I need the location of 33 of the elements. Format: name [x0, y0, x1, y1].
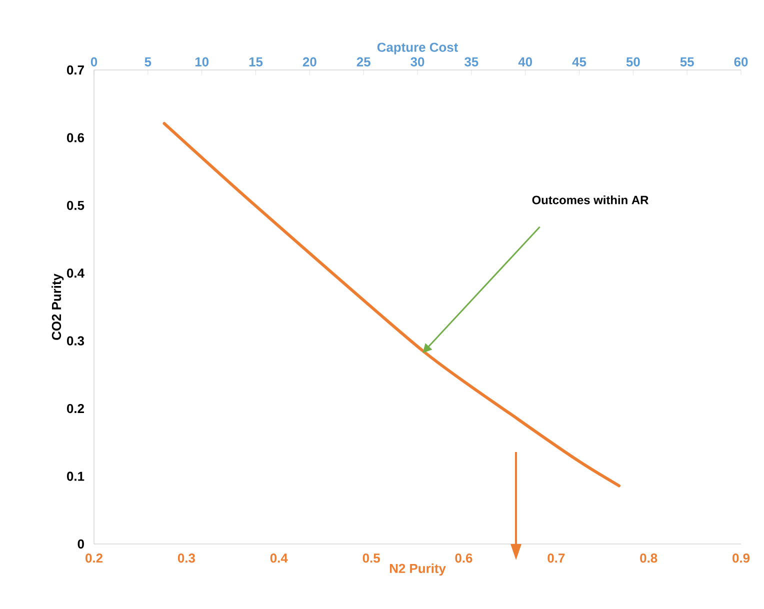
y-tick-label: 0.7: [67, 65, 84, 75]
x2-tick-label: 30: [410, 57, 424, 66]
x2-tick-label: 15: [249, 57, 263, 66]
x-tick-label: 0.2: [86, 554, 102, 563]
x-tick-label: 0.4: [270, 554, 288, 563]
x2-tick-label: 60: [734, 57, 748, 66]
x2-tick-label: 10: [195, 57, 209, 66]
x2-tick-label: 55: [680, 57, 694, 66]
x2-tick-label: 5: [144, 57, 152, 66]
y-tick-label: 0.3: [67, 336, 84, 346]
y-tick-label: 0: [78, 539, 84, 549]
x-tick-label: 0.7: [548, 554, 565, 563]
x2-tick-label: 25: [356, 57, 370, 66]
x-tick-label: 0.5: [362, 554, 380, 563]
x2-tick-label: 40: [518, 57, 532, 66]
y-tick-label: 0.4: [67, 268, 84, 278]
x-tick-label: 0.8: [640, 554, 658, 563]
x2-tick-label: 50: [626, 57, 640, 66]
x2-tick-label: 35: [464, 57, 478, 66]
annotation: Outcomes within AR: [532, 195, 648, 204]
x-axis-title: N2 Purity: [390, 564, 446, 576]
x-tick-label: 0.6: [455, 554, 472, 563]
y-tick-label: 0.1: [67, 472, 84, 481]
x-tick-label: 0.3: [178, 554, 195, 563]
x2-axis-title: Capture Cost: [377, 42, 458, 54]
x2-tick-label: 45: [572, 57, 586, 66]
y-tick-label: 0.5: [67, 200, 84, 210]
x2-tick-label: 20: [302, 57, 316, 66]
y-tick-label: 0.6: [67, 133, 84, 142]
y-axis-title: CO2 Purity: [52, 274, 64, 340]
y-tick-label: 0.2: [67, 404, 84, 414]
x2-tick-label: 0: [90, 57, 98, 66]
x-tick-label: 0.9: [732, 554, 750, 563]
